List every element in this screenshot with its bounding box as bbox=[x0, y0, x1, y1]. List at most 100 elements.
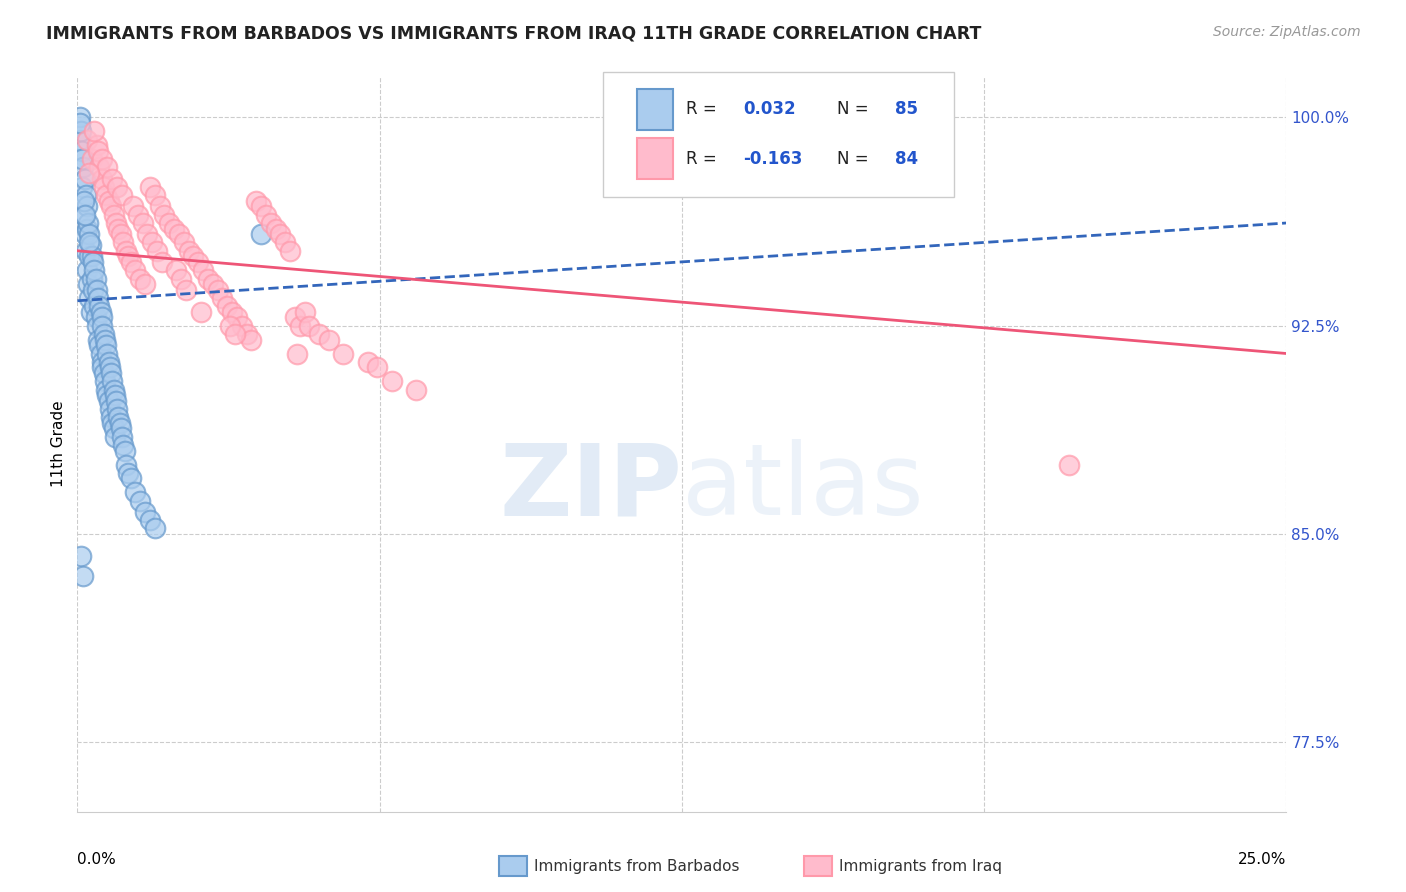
Y-axis label: 11th Grade: 11th Grade bbox=[51, 401, 66, 487]
Point bbox=[72, 208, 94, 222]
Point bbox=[80, 249, 103, 263]
Point bbox=[274, 235, 297, 250]
Point bbox=[131, 216, 153, 230]
Point bbox=[80, 152, 103, 166]
Point bbox=[105, 216, 128, 230]
Point bbox=[101, 171, 124, 186]
Point bbox=[96, 388, 118, 402]
Point bbox=[97, 393, 120, 408]
Point bbox=[76, 221, 98, 235]
Point bbox=[190, 305, 212, 319]
Text: Immigrants from Iraq: Immigrants from Iraq bbox=[839, 859, 1002, 873]
Point bbox=[217, 299, 239, 313]
Point bbox=[70, 152, 93, 166]
Text: 85: 85 bbox=[894, 100, 918, 118]
Point bbox=[70, 144, 93, 158]
Point bbox=[80, 271, 103, 285]
Point bbox=[84, 271, 107, 285]
Point bbox=[101, 416, 124, 430]
Point bbox=[134, 277, 156, 291]
Text: 84: 84 bbox=[894, 150, 918, 168]
Point bbox=[84, 310, 107, 325]
Text: ZIP: ZIP bbox=[499, 440, 682, 536]
Point bbox=[148, 199, 170, 213]
Point bbox=[100, 410, 122, 425]
Text: 0.0%: 0.0% bbox=[77, 852, 117, 867]
Text: atlas: atlas bbox=[682, 440, 924, 536]
Point bbox=[80, 305, 103, 319]
Point bbox=[122, 199, 145, 213]
Point bbox=[1057, 458, 1080, 472]
Point bbox=[94, 333, 117, 347]
Point bbox=[269, 227, 291, 241]
Point bbox=[127, 208, 149, 222]
Point bbox=[96, 188, 118, 202]
Point bbox=[103, 421, 125, 435]
Point bbox=[91, 152, 114, 166]
Point bbox=[218, 318, 240, 333]
Point bbox=[114, 443, 136, 458]
Point bbox=[98, 360, 121, 375]
Point bbox=[117, 249, 139, 263]
Point bbox=[104, 430, 127, 444]
Point bbox=[298, 318, 321, 333]
Point bbox=[73, 171, 96, 186]
Point bbox=[177, 244, 200, 258]
Point bbox=[76, 199, 98, 213]
Point bbox=[163, 221, 186, 235]
Point bbox=[278, 244, 301, 258]
Point bbox=[79, 227, 101, 241]
Point bbox=[77, 235, 100, 250]
Point bbox=[120, 255, 142, 269]
Text: N =: N = bbox=[837, 100, 873, 118]
Point bbox=[96, 161, 118, 175]
Point bbox=[134, 505, 156, 519]
Point bbox=[240, 333, 263, 347]
Text: Source: ZipAtlas.com: Source: ZipAtlas.com bbox=[1213, 25, 1361, 39]
Point bbox=[79, 166, 101, 180]
Point bbox=[90, 346, 112, 360]
Point bbox=[136, 227, 159, 241]
Point bbox=[87, 299, 110, 313]
Point bbox=[224, 327, 246, 342]
Point bbox=[69, 116, 91, 130]
Point bbox=[108, 416, 131, 430]
Point bbox=[96, 338, 118, 352]
Point bbox=[124, 485, 146, 500]
Point bbox=[356, 355, 378, 369]
Text: 25.0%: 25.0% bbox=[1239, 852, 1286, 867]
Text: 0.032: 0.032 bbox=[744, 100, 796, 118]
FancyBboxPatch shape bbox=[637, 89, 673, 129]
Point bbox=[80, 238, 103, 252]
Point bbox=[129, 493, 152, 508]
Point bbox=[75, 188, 97, 202]
Point bbox=[100, 199, 122, 213]
Point bbox=[231, 318, 253, 333]
Point bbox=[98, 402, 121, 417]
Point bbox=[73, 194, 96, 208]
Point bbox=[86, 291, 108, 305]
Point bbox=[70, 180, 93, 194]
Point bbox=[76, 133, 98, 147]
Point bbox=[86, 318, 108, 333]
Point bbox=[226, 310, 249, 325]
FancyBboxPatch shape bbox=[637, 138, 673, 178]
Point bbox=[157, 216, 180, 230]
Point bbox=[72, 161, 94, 175]
Point bbox=[191, 263, 214, 277]
Point bbox=[174, 283, 197, 297]
Point bbox=[105, 402, 128, 417]
Point bbox=[72, 568, 94, 582]
Point bbox=[69, 549, 91, 564]
Point bbox=[90, 355, 112, 369]
Point bbox=[129, 271, 152, 285]
Point bbox=[111, 430, 134, 444]
Point bbox=[86, 144, 108, 158]
Point bbox=[75, 208, 97, 222]
Point bbox=[96, 383, 118, 397]
Point bbox=[107, 410, 129, 425]
Point bbox=[97, 194, 120, 208]
Point bbox=[73, 227, 96, 241]
Point bbox=[69, 133, 91, 147]
Point bbox=[79, 249, 101, 263]
